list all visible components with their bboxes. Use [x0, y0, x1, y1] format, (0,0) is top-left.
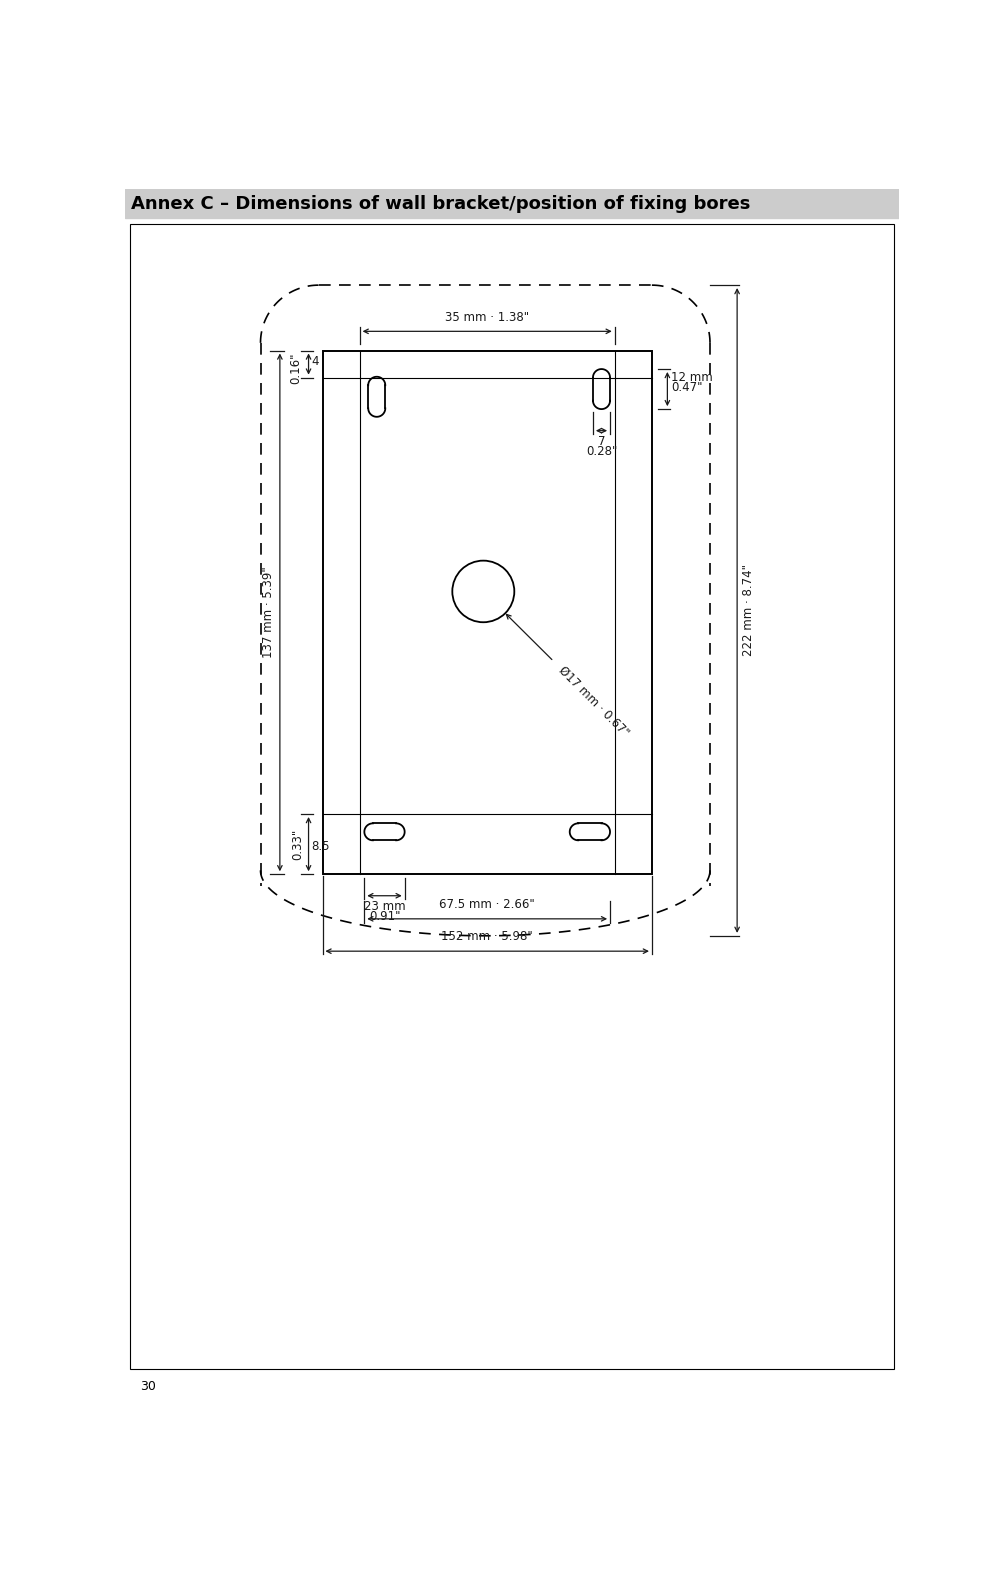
- Text: 0.28": 0.28": [585, 444, 617, 458]
- Text: 222 mm · 8.74": 222 mm · 8.74": [742, 565, 755, 656]
- Text: 137 mm · 5.39": 137 mm · 5.39": [262, 567, 276, 658]
- Text: 0.33": 0.33": [291, 828, 305, 859]
- Text: 23 mm: 23 mm: [364, 900, 406, 913]
- Text: 30: 30: [141, 1380, 156, 1393]
- Text: 152 mm · 5.98": 152 mm · 5.98": [442, 930, 533, 943]
- Text: 12 mm: 12 mm: [671, 370, 713, 384]
- Text: Ø17 mm · 0.67": Ø17 mm · 0.67": [556, 664, 631, 740]
- Text: 8.5: 8.5: [312, 841, 330, 853]
- Text: 35 mm · 1.38": 35 mm · 1.38": [446, 310, 529, 324]
- Text: 0.16": 0.16": [290, 353, 303, 384]
- Text: 4: 4: [312, 356, 319, 368]
- Text: 0.47": 0.47": [671, 381, 702, 395]
- Text: 7: 7: [597, 436, 605, 449]
- Text: 67.5 mm · 2.66": 67.5 mm · 2.66": [440, 899, 535, 911]
- Text: Annex C – Dimensions of wall bracket/position of fixing bores: Annex C – Dimensions of wall bracket/pos…: [131, 195, 750, 212]
- Bar: [125, 189, 899, 219]
- Text: 0.91": 0.91": [369, 910, 401, 922]
- Bar: [323, 351, 652, 874]
